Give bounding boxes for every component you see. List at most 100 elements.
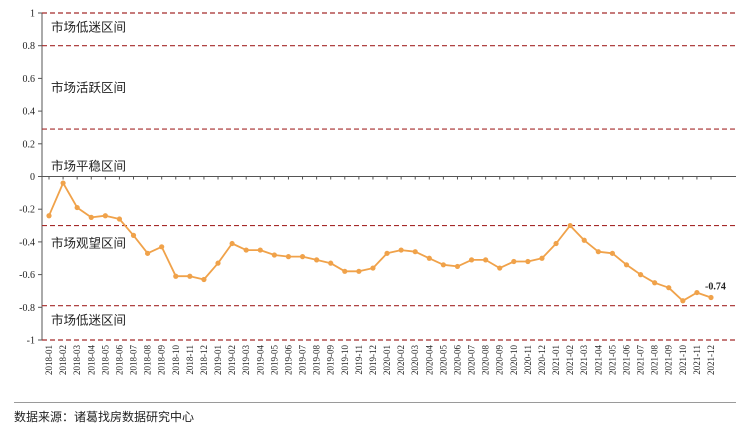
y-tick-label: -0.6 bbox=[19, 270, 35, 281]
x-tick-label: 2020-12 bbox=[537, 345, 547, 375]
y-tick-label: -0.2 bbox=[19, 205, 35, 216]
data-point bbox=[511, 258, 517, 265]
data-point bbox=[581, 237, 587, 243]
x-tick-label: 2020-01 bbox=[382, 345, 392, 375]
x-tick-label: 2020-04 bbox=[424, 345, 434, 375]
data-point bbox=[525, 258, 531, 265]
x-tick-label: 2021-08 bbox=[650, 345, 660, 375]
data-point bbox=[130, 232, 137, 238]
data-point bbox=[454, 263, 461, 270]
x-tick-label: 2019-01 bbox=[213, 345, 223, 375]
data-point bbox=[328, 260, 334, 266]
data-point bbox=[243, 247, 249, 253]
x-tick-label: 2020-05 bbox=[438, 345, 448, 375]
zone-label: 市场低迷区间 bbox=[51, 20, 126, 35]
data-point bbox=[497, 265, 503, 271]
data-point bbox=[201, 276, 207, 283]
data-point bbox=[708, 294, 714, 301]
x-tick-label: 2020-03 bbox=[410, 345, 420, 375]
y-tick-label: 0.8 bbox=[23, 41, 36, 52]
data-point bbox=[370, 265, 376, 271]
zone-label: 市场观望区间 bbox=[51, 236, 126, 251]
x-tick-label: 2019-08 bbox=[312, 345, 322, 375]
data-point bbox=[539, 255, 545, 261]
data-point bbox=[623, 262, 630, 268]
data-point bbox=[159, 244, 165, 250]
x-tick-label: 2018-11 bbox=[185, 345, 195, 375]
y-tick-label: -0.4 bbox=[19, 237, 35, 248]
data-point bbox=[257, 247, 263, 253]
data-point bbox=[637, 272, 644, 278]
data-point bbox=[412, 249, 418, 255]
footer-divider bbox=[14, 402, 736, 403]
x-tick-label: 2021-01 bbox=[551, 345, 561, 375]
data-point bbox=[483, 257, 489, 263]
y-tick-label: -1 bbox=[27, 336, 35, 347]
data-point bbox=[229, 240, 235, 247]
y-tick-label: 0.4 bbox=[23, 107, 36, 118]
data-point bbox=[398, 247, 404, 253]
y-tick-label: 0.6 bbox=[23, 74, 36, 85]
x-tick-label: 2020-07 bbox=[467, 345, 477, 375]
data-point bbox=[173, 273, 179, 279]
data-point bbox=[567, 222, 573, 229]
y-tick-label: 0 bbox=[30, 172, 35, 183]
x-tick-label: 2019-02 bbox=[227, 345, 237, 375]
x-tick-label: 2021-05 bbox=[607, 345, 617, 375]
data-point bbox=[314, 257, 320, 263]
x-tick-label: 2020-08 bbox=[481, 345, 491, 375]
data-point bbox=[666, 285, 672, 291]
y-tick-label: 1 bbox=[30, 9, 35, 20]
x-tick-label: 2020-11 bbox=[523, 345, 533, 375]
data-point bbox=[356, 268, 362, 274]
x-tick-label: 2021-11 bbox=[692, 345, 702, 375]
data-point bbox=[426, 255, 432, 261]
data-point bbox=[609, 250, 616, 256]
x-tick-label: 2018-05 bbox=[100, 345, 110, 375]
x-tick-label: 2020-10 bbox=[509, 345, 519, 375]
data-point bbox=[694, 289, 700, 296]
zone-label: 市场低迷区间 bbox=[51, 312, 126, 327]
x-tick-label: 2021-12 bbox=[706, 345, 716, 375]
data-point bbox=[553, 240, 559, 247]
x-tick-label: 2018-03 bbox=[72, 345, 82, 375]
data-point bbox=[144, 250, 151, 256]
x-tick-label: 2018-10 bbox=[171, 345, 181, 375]
series-line bbox=[48, 182, 712, 302]
data-label: -0.74 bbox=[705, 281, 726, 292]
x-tick-label: 2019-09 bbox=[326, 345, 336, 375]
x-tick-label: 2021-09 bbox=[664, 345, 674, 375]
x-tick-label: 2021-07 bbox=[636, 345, 646, 375]
x-tick-label: 2020-02 bbox=[396, 345, 406, 375]
source-note: 数据来源：诸葛找房数据研究中心 bbox=[14, 410, 195, 424]
data-point bbox=[595, 249, 601, 255]
x-tick-label: 2021-10 bbox=[678, 345, 688, 375]
data-point bbox=[60, 180, 66, 186]
data-point bbox=[342, 268, 348, 274]
line-chart: 1 0.8 0.6 0.4 0.2 0 -0.2 -0.4 -0.6 -0.8 -1 市场低迷区间市场… bbox=[19, 9, 736, 375]
x-tick-label: 2019-10 bbox=[340, 345, 350, 375]
x-tick-label: 2019-03 bbox=[241, 345, 251, 375]
x-tick-label: 2021-06 bbox=[621, 345, 631, 375]
x-tick-label: 2020-09 bbox=[495, 345, 505, 375]
x-tick-label: 2018-04 bbox=[86, 345, 96, 375]
x-tick-label: 2019-07 bbox=[298, 345, 308, 375]
data-point bbox=[384, 250, 390, 256]
data-point bbox=[652, 280, 658, 286]
x-tick-label: 2019-06 bbox=[283, 345, 293, 375]
x-tick-label: 2018-08 bbox=[143, 345, 153, 375]
x-tick-label: 2019-05 bbox=[269, 345, 279, 375]
x-tick-label: 2020-06 bbox=[452, 345, 462, 375]
x-tick-label: 2018-02 bbox=[58, 345, 68, 375]
zone-label: 市场平稳区间 bbox=[51, 159, 126, 174]
x-tick-label: 2018-12 bbox=[199, 345, 209, 375]
x-tick-label: 2019-11 bbox=[354, 345, 364, 375]
data-point bbox=[468, 257, 475, 263]
x-tick-label: 2018-09 bbox=[157, 345, 167, 375]
data-point bbox=[680, 298, 686, 304]
data-point bbox=[215, 260, 221, 266]
data-point bbox=[116, 216, 123, 222]
x-tick-label: 2018-01 bbox=[44, 345, 54, 375]
x-tick-label: 2021-03 bbox=[579, 345, 589, 375]
x-tick-label: 2021-02 bbox=[565, 345, 575, 375]
